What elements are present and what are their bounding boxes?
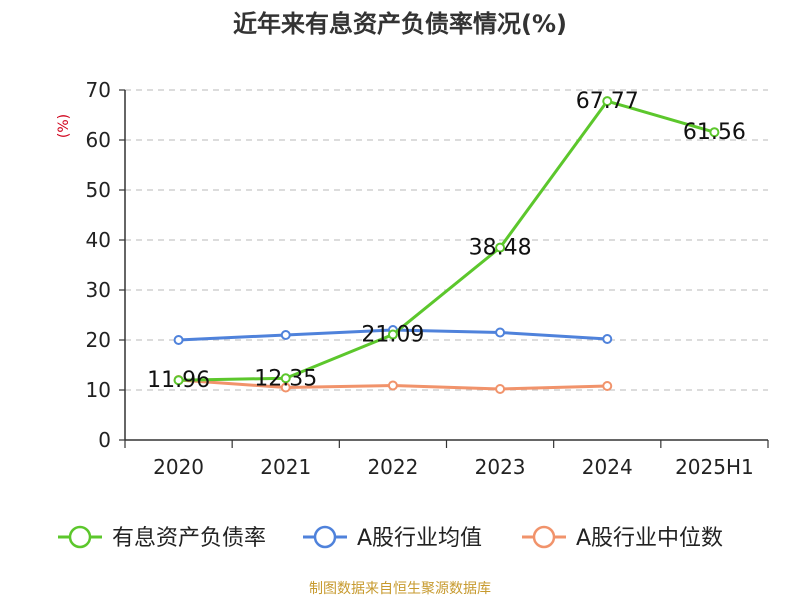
x-tick-label: 2021 [260, 455, 311, 479]
data-label: 38.48 [469, 236, 532, 261]
legend-marker [313, 525, 337, 549]
legend-marker [68, 525, 92, 549]
data-point [602, 96, 613, 107]
data-label: 61.56 [683, 120, 746, 145]
data-point [495, 327, 506, 338]
data-point [280, 373, 291, 384]
y-tick-label: 30 [86, 278, 111, 302]
data-label: 11.96 [147, 368, 210, 393]
data-point [173, 375, 184, 386]
legend-label: A股行业均值 [357, 526, 482, 551]
legend-item[interactable]: 有息资产负债率 [58, 525, 266, 551]
data-point [387, 329, 398, 340]
data-label: 12.35 [254, 366, 317, 391]
axes: 0 10 20 30 40 50 60 70 2020 2021 2022 2023 2024 2025H… [86, 78, 769, 479]
data-labels: 11.96 12.35 21.09 38.48 67.77 61.56 [147, 89, 746, 393]
data-point [387, 380, 398, 391]
data-point [280, 330, 291, 340]
data-label: 21.09 [361, 323, 424, 348]
data-point [602, 381, 613, 391]
data-point [173, 335, 184, 345]
y-tick-label: 60 [86, 128, 111, 152]
data-point [602, 334, 613, 344]
legend-marker [532, 525, 556, 549]
x-tick-label: 2020 [153, 455, 204, 479]
data-point [495, 242, 506, 253]
series-line [178, 99, 715, 382]
x-tick-label: 2024 [582, 455, 633, 479]
legend-label: 有息资产负债率 [112, 526, 266, 551]
source-note: 制图数据来自恒生聚源数据库 [309, 581, 491, 597]
data-point [280, 382, 291, 393]
legend: 有息资产负债率 A股行业均值 A股行业中位数 [58, 525, 723, 551]
x-tick-label: 2022 [367, 455, 418, 479]
y-tick-label: 70 [86, 78, 111, 102]
y-tick-label: 50 [86, 178, 111, 202]
grid-lines [125, 89, 768, 391]
legend-item[interactable]: A股行业均值 [303, 525, 482, 551]
chart-title: 近年来有息资产负债率情况(%) [233, 10, 567, 38]
y-axis-label: (%) [56, 114, 72, 138]
y-tick-label: 20 [86, 328, 111, 352]
data-point [709, 127, 720, 138]
x-tick-label: 2025H1 [675, 455, 754, 479]
legend-label: A股行业中位数 [576, 526, 723, 551]
y-tick-label: 10 [86, 378, 111, 402]
x-tick-label: 2023 [475, 455, 526, 479]
series-group [173, 96, 720, 394]
y-tick-label: 40 [86, 228, 111, 252]
y-tick-label: 0 [98, 428, 111, 452]
data-label: 67.77 [576, 89, 639, 114]
legend-item[interactable]: A股行业中位数 [522, 525, 723, 551]
data-point [495, 384, 506, 394]
